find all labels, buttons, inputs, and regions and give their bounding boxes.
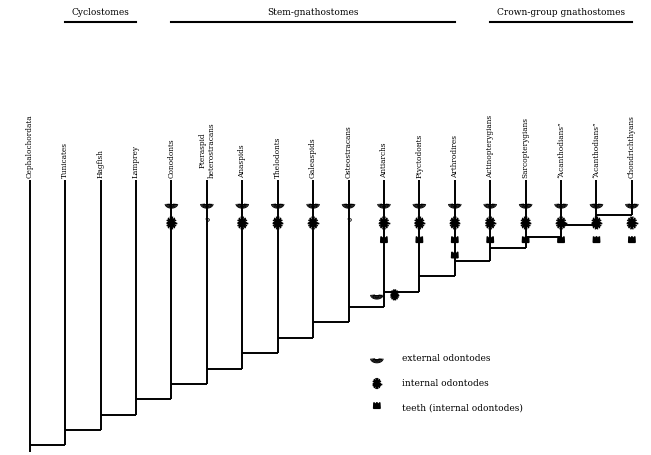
Polygon shape <box>273 217 283 229</box>
Polygon shape <box>450 217 460 229</box>
Text: Hagfish: Hagfish <box>96 149 105 178</box>
Text: Thelodonts: Thelodonts <box>273 136 282 178</box>
Polygon shape <box>628 217 637 229</box>
Polygon shape <box>415 217 424 229</box>
Text: Chondrichthyans: Chondrichthyans <box>628 115 636 178</box>
Polygon shape <box>592 217 601 229</box>
Text: Cyclostomes: Cyclostomes <box>72 8 130 17</box>
Polygon shape <box>629 237 635 243</box>
Text: Antiarchs: Antiarchs <box>380 142 388 178</box>
Text: Conodonts: Conodonts <box>167 138 175 178</box>
Polygon shape <box>416 237 422 243</box>
Polygon shape <box>452 237 458 243</box>
Text: Ptyctodонts: Ptyctodонts <box>415 133 423 178</box>
Polygon shape <box>373 379 381 389</box>
Text: internal odontodes: internal odontodes <box>402 379 488 388</box>
Polygon shape <box>521 217 530 229</box>
Text: Stem-gnathostomes: Stem-gnathostomes <box>268 8 359 17</box>
Polygon shape <box>452 252 458 258</box>
Text: teeth (internal odontodes): teeth (internal odontodes) <box>402 404 523 413</box>
Polygon shape <box>557 217 566 229</box>
Text: “Acanthodians”: “Acanthodians” <box>592 121 600 178</box>
Polygon shape <box>380 217 389 229</box>
Text: Actinopterygians: Actinopterygians <box>486 115 494 178</box>
Text: ?: ? <box>346 218 351 228</box>
Text: Pteraspid
heterostracans: Pteraspid heterostracans <box>199 122 215 178</box>
Text: ?: ? <box>204 218 210 228</box>
Text: Galeaspids: Galeaspids <box>309 137 317 178</box>
Text: Tunicates: Tunicates <box>61 142 69 178</box>
Text: Arthrodires: Arthrodires <box>450 135 459 178</box>
Polygon shape <box>381 237 387 243</box>
Text: external odontodes: external odontodes <box>402 354 490 363</box>
Polygon shape <box>487 237 493 243</box>
Text: Lamprey: Lamprey <box>132 145 140 178</box>
Text: Anaspids: Anaspids <box>238 144 246 178</box>
Polygon shape <box>374 403 380 409</box>
Polygon shape <box>391 290 398 300</box>
Polygon shape <box>238 217 247 229</box>
Polygon shape <box>593 237 600 243</box>
Text: Crown-group gnathostomes: Crown-group gnathostomes <box>497 8 625 17</box>
Text: “Acanthodians”: “Acanthodians” <box>557 121 565 178</box>
Polygon shape <box>522 237 529 243</box>
Polygon shape <box>558 237 564 243</box>
Polygon shape <box>167 217 176 229</box>
Polygon shape <box>309 217 318 229</box>
Text: Cephalochordata: Cephalochordata <box>26 114 34 178</box>
Text: Osteostracans: Osteostracans <box>344 125 353 178</box>
Polygon shape <box>486 217 495 229</box>
Text: Sarcopterygians: Sarcopterygians <box>521 117 530 178</box>
